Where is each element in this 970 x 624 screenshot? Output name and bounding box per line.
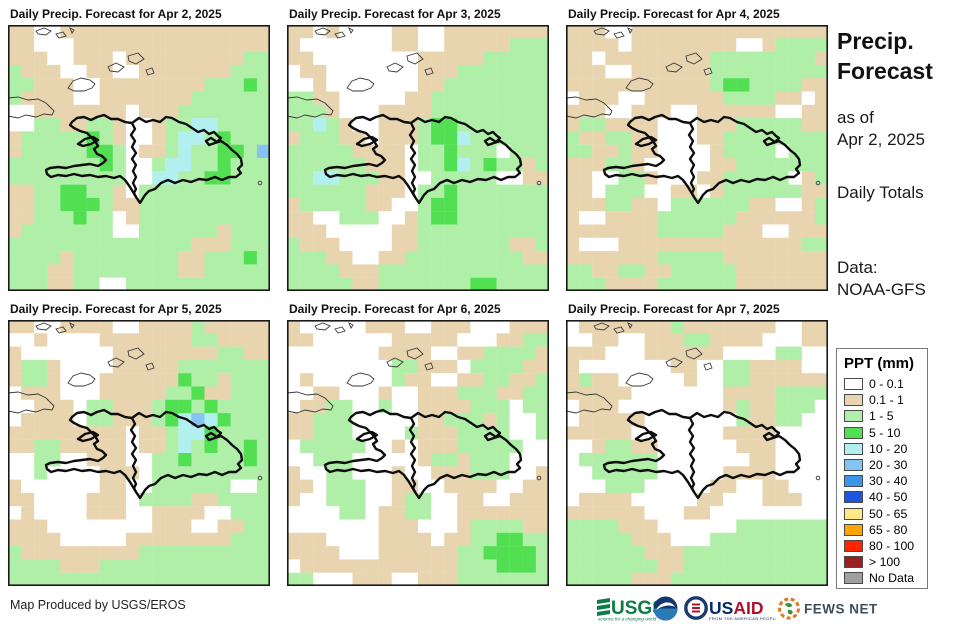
legend-item: 30 - 40: [844, 473, 927, 489]
legend-item: 5 - 10: [844, 425, 927, 441]
legend-swatch: [844, 410, 863, 423]
map-title: Daily Precip. Forecast for Apr 5, 2025: [10, 302, 222, 316]
legend-item: No Data: [844, 570, 927, 586]
svg-text:FROM THE AMERICAN PEOPLE: FROM THE AMERICAN PEOPLE: [709, 616, 776, 621]
legend-item: 65 - 80: [844, 522, 927, 538]
fewsnet-logo: FEWS NET: [778, 597, 877, 620]
daily-totals-label: Daily Totals: [837, 183, 924, 202]
as-of-block: as of Apr 2, 2025: [837, 107, 925, 151]
map-panel-apr6: Daily Precip. Forecast for Apr 6, 2025: [287, 301, 549, 586]
as-of-label: as of: [837, 108, 874, 127]
map-credit: Map Produced by USGS/EROS: [10, 598, 186, 612]
legend-item-label: 5 - 10: [869, 425, 901, 440]
precip-map-apr7: [566, 320, 828, 586]
map-title: Daily Precip. Forecast for Apr 2, 2025: [10, 7, 222, 21]
legend-swatch: [844, 572, 863, 585]
usaid-logo: USAID FROM THE AMERICAN PEOPLE: [684, 596, 776, 621]
legend-item: 1 - 5: [844, 408, 927, 424]
data-source-block: Data: NOAA-GFS: [837, 257, 926, 297]
legend-item: 0 - 0.1: [844, 376, 927, 392]
svg-text:science for a changing world: science for a changing world: [598, 617, 657, 622]
legend-item: 50 - 65: [844, 506, 927, 522]
page-title-line2: Forecast: [837, 58, 933, 84]
map-panel-apr5: Daily Precip. Forecast for Apr 5, 2025: [8, 301, 270, 586]
legend-swatch: [844, 491, 863, 504]
map-title: Daily Precip. Forecast for Apr 6, 2025: [289, 302, 501, 316]
legend-swatch: [844, 539, 863, 552]
svg-text:USAID: USAID: [709, 598, 763, 618]
legend-item-label: 0.1 - 1: [869, 393, 904, 408]
usaid-shield-icon: [692, 603, 700, 613]
legend-swatch: [844, 507, 863, 520]
map-title: Daily Precip. Forecast for Apr 3, 2025: [289, 7, 501, 21]
noaa-logo: [653, 596, 678, 621]
legend-swatch: [844, 442, 863, 455]
legend-item-label: 65 - 80: [869, 522, 908, 537]
map-title: Daily Precip. Forecast for Apr 7, 2025: [568, 302, 780, 316]
legend-swatch: [844, 523, 863, 536]
precip-map-apr6: [287, 320, 549, 586]
precip-map-apr5: [8, 320, 270, 586]
data-source-label: Data:: [837, 258, 878, 277]
legend-item-label: 0 - 0.1: [869, 377, 904, 392]
map-panel-apr2: Daily Precip. Forecast for Apr 2, 2025: [8, 6, 270, 291]
fewsnet-globe-icon: [778, 597, 800, 620]
legend-swatch: [844, 426, 863, 439]
noaa-bird-icon: [656, 602, 675, 610]
map-panel-apr7: Daily Precip. Forecast for Apr 7, 2025: [566, 301, 828, 586]
map-title: Daily Precip. Forecast for Apr 4, 2025: [568, 7, 780, 21]
as-of-date: Apr 2, 2025: [837, 130, 925, 149]
legend-item-label: 1 - 5: [869, 409, 894, 424]
precip-map-apr3: [287, 25, 549, 291]
usgs-logo: USGS science for a changing world: [597, 598, 665, 622]
legend-item-label: No Data: [869, 571, 915, 586]
legend-item: 10 - 20: [844, 441, 927, 457]
precip-map-apr4: [566, 25, 828, 291]
legend-item-label: 20 - 30: [869, 458, 908, 473]
legend-item: 0.1 - 1: [844, 392, 927, 408]
legend-item-label: 80 - 100: [869, 538, 915, 553]
legend-item-label: 50 - 65: [869, 506, 908, 521]
svg-text:FEWS NET: FEWS NET: [804, 602, 877, 617]
legend-item-label: 40 - 50: [869, 490, 908, 505]
page-title-line1: Precip.: [837, 28, 914, 54]
map-panel-apr4: Daily Precip. Forecast for Apr 4, 2025: [566, 6, 828, 291]
legend-title: PPT (mm): [844, 355, 915, 372]
legend-item: 80 - 100: [844, 538, 927, 554]
legend-item: 40 - 50: [844, 489, 927, 505]
svg-text:USGS: USGS: [611, 598, 665, 619]
page-title: Precip. Forecast: [837, 26, 933, 86]
legend-item-label: 30 - 40: [869, 474, 908, 489]
legend-item: 20 - 30: [844, 457, 927, 473]
legend-item: > 100: [844, 554, 927, 570]
legend-item-label: > 100: [869, 555, 901, 570]
legend-swatch: [844, 378, 863, 391]
legend-swatch: [844, 556, 863, 569]
legend-swatch: [844, 475, 863, 488]
legend-item-label: 10 - 20: [869, 441, 908, 456]
legend-swatch: [844, 459, 863, 472]
data-source-value: NOAA-GFS: [837, 280, 926, 297]
precip-map-apr2: [8, 25, 270, 291]
map-panel-apr3: Daily Precip. Forecast for Apr 3, 2025: [287, 6, 549, 291]
legend-swatch: [844, 394, 863, 407]
usgs-wave-icon: [597, 598, 610, 616]
